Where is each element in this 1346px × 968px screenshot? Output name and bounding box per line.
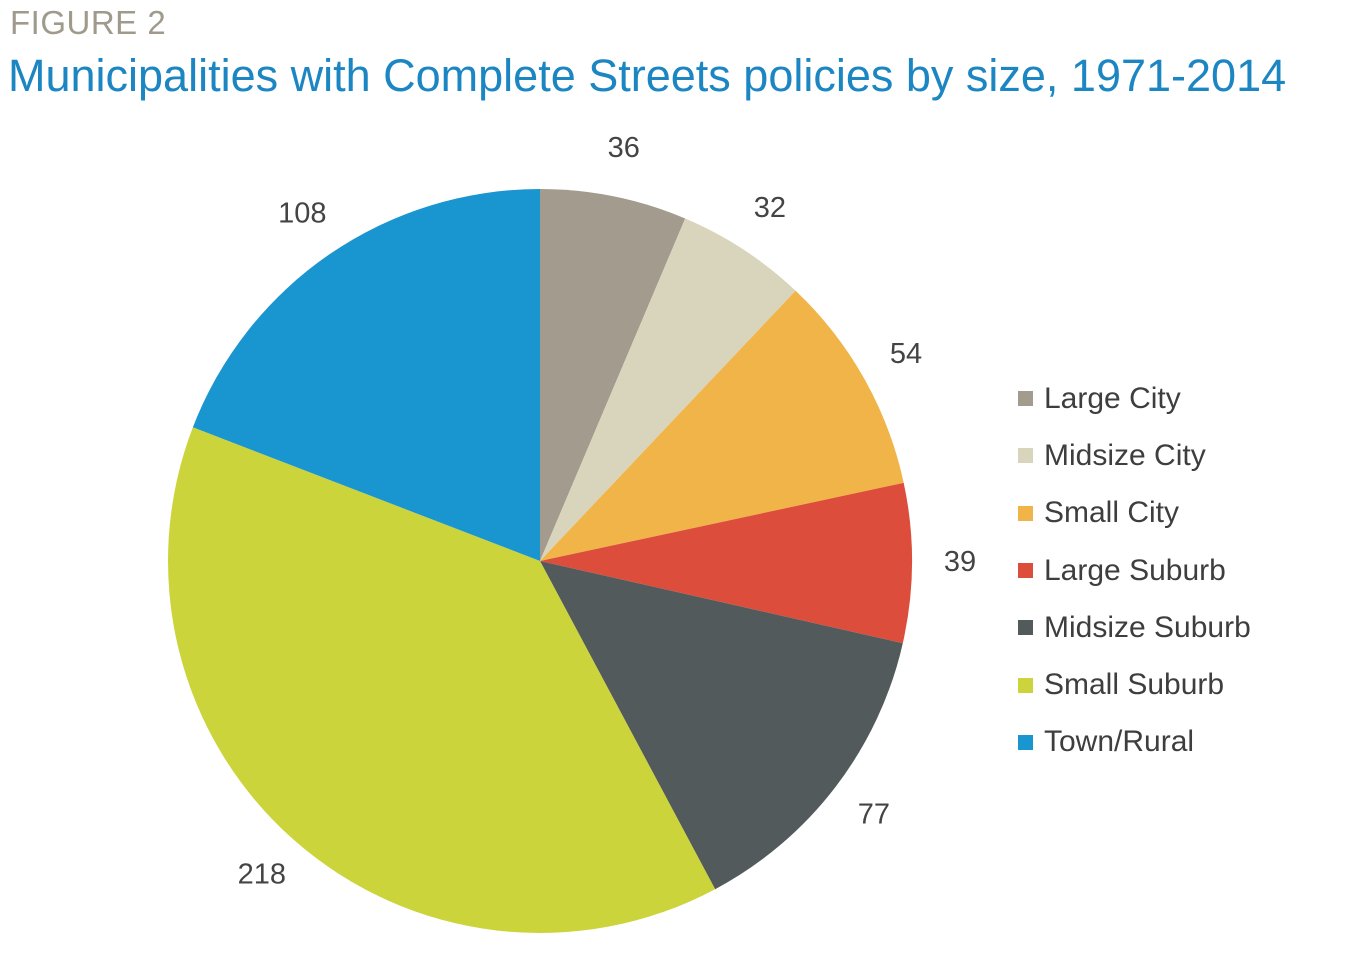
legend-swatch bbox=[1018, 620, 1033, 636]
legend-item-large-city: Large City bbox=[1018, 370, 1251, 427]
legend-swatch bbox=[1018, 677, 1033, 693]
legend-label: Large City bbox=[1044, 381, 1181, 415]
legend-label: Large Suburb bbox=[1044, 553, 1226, 587]
legend-item-small-suburb: Small Suburb bbox=[1018, 656, 1251, 713]
value-label-large-city: 36 bbox=[608, 132, 640, 164]
slice-small-city bbox=[540, 290, 904, 561]
legend-item-midsize-city: Midsize City bbox=[1018, 427, 1251, 484]
legend-item-midsize-suburb: Midsize Suburb bbox=[1018, 599, 1251, 656]
legend-item-large-suburb: Large Suburb bbox=[1018, 542, 1251, 599]
legend-swatch bbox=[1018, 734, 1033, 750]
legend-label: Small City bbox=[1044, 496, 1180, 530]
legend-swatch bbox=[1018, 505, 1033, 521]
slice-town-rural bbox=[192, 189, 541, 561]
pie-value-labels: 36 32 54 39 77 218 108 bbox=[238, 132, 977, 890]
legend-label: Midsize City bbox=[1044, 438, 1206, 472]
legend-item-small-city: Small City bbox=[1018, 485, 1251, 542]
legend-item-town-rural: Town/Rural bbox=[1018, 714, 1251, 771]
slice-small-suburb bbox=[168, 427, 716, 934]
slice-midsize-city bbox=[540, 218, 796, 561]
legend-swatch bbox=[1018, 448, 1033, 464]
legend-swatch bbox=[1018, 391, 1033, 407]
slice-large-suburb bbox=[540, 482, 912, 644]
value-label-midsize-suburb: 77 bbox=[858, 798, 890, 830]
value-label-midsize-city: 32 bbox=[754, 192, 786, 224]
legend-swatch bbox=[1018, 563, 1033, 579]
legend-label: Midsize Suburb bbox=[1044, 610, 1251, 644]
pie-slices bbox=[168, 189, 912, 934]
legend-label: Small Suburb bbox=[1044, 668, 1225, 702]
value-label-small-city: 54 bbox=[890, 338, 922, 370]
value-label-town-rural: 108 bbox=[278, 197, 326, 229]
value-label-large-suburb: 39 bbox=[944, 546, 976, 578]
slice-large-city bbox=[540, 189, 686, 561]
value-label-small-suburb: 218 bbox=[238, 858, 286, 890]
slice-midsize-suburb bbox=[540, 561, 903, 890]
chart-title: Municipalities with Complete Streets pol… bbox=[8, 50, 1287, 101]
figure-label: FIGURE 2 bbox=[10, 4, 167, 41]
chart-legend: Large City Midsize City Small City Large Su… bbox=[1018, 370, 1251, 771]
legend-label: Town/Rural bbox=[1044, 725, 1195, 759]
